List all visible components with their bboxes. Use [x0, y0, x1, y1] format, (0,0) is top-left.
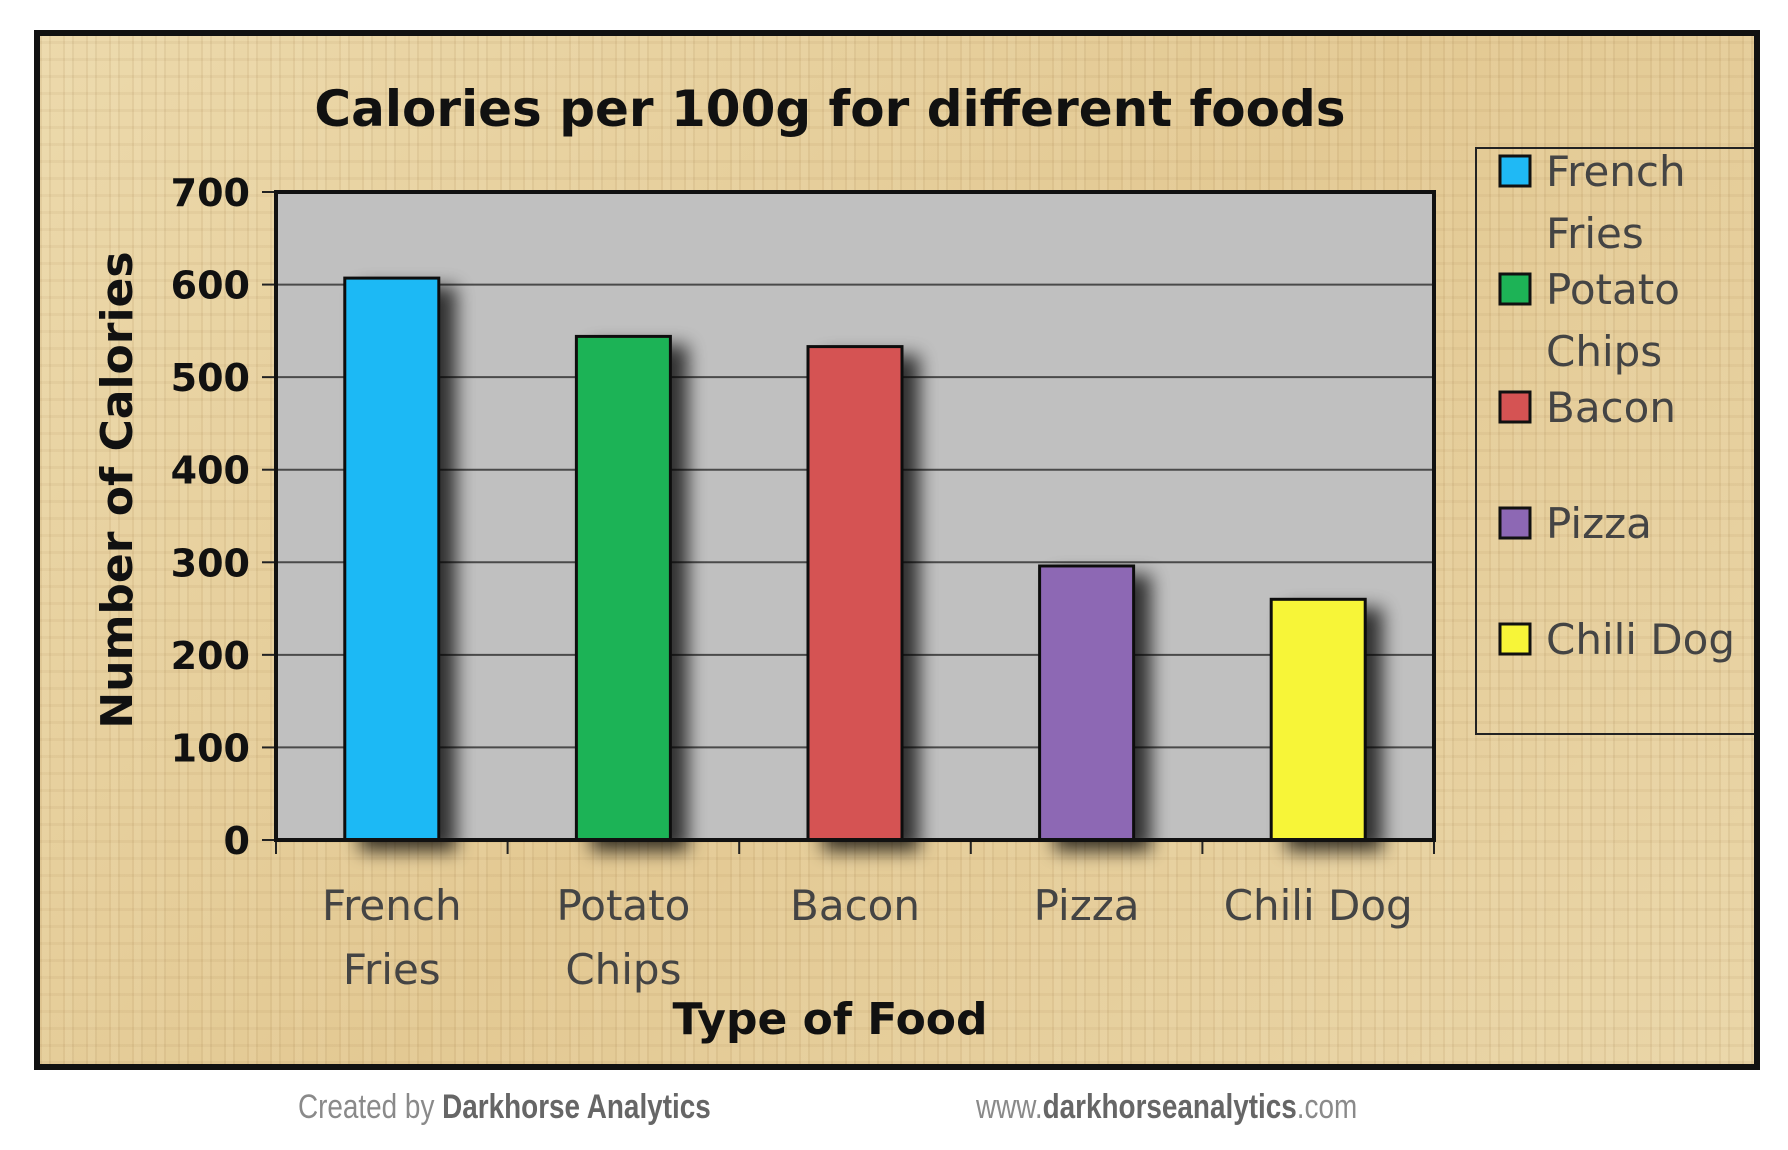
y-tick-label: 600 [171, 264, 250, 308]
chart-frame: Calories per 100g for different foods 0 1… [34, 30, 1760, 1070]
y-axis-title: Number of Calories [92, 251, 143, 728]
bar [1038, 564, 1136, 842]
x-tick-label: French [322, 881, 462, 930]
legend-swatch [1498, 154, 1532, 188]
legend-swatch [1498, 506, 1532, 540]
credit-company-name: Darkhorse Analytics [442, 1088, 711, 1126]
bar-chart: Calories per 100g for different foods 0 1… [92, 80, 1754, 1045]
legend-label: Chili Dog [1546, 615, 1735, 664]
legend-label: Chips [1546, 327, 1662, 376]
legend-label: Fries [1546, 209, 1644, 258]
credit-url-name: darkhorseanalytics [1042, 1088, 1297, 1126]
credit-url-prefix: www. [976, 1088, 1043, 1126]
y-tick-label: 300 [171, 541, 250, 585]
bar [806, 345, 904, 842]
legend: French Fries Potato Chips Bacon Pizza Chili Do… [1475, 147, 1754, 735]
credit-website[interactable]: www.darkhorseanalytics.com [976, 1088, 1357, 1127]
legend-label: French [1546, 147, 1686, 196]
legend-label: Potato [1546, 265, 1680, 314]
y-tick-label: 200 [171, 634, 250, 678]
legend-label: Bacon [1546, 383, 1676, 432]
y-tick-label: 400 [171, 449, 250, 493]
credit-created-by: Created by Darkhorse Analytics [298, 1088, 711, 1127]
legend-swatch [1498, 272, 1532, 306]
x-axis-title: Type of Food [672, 994, 987, 1045]
y-tick-label: 0 [224, 819, 250, 863]
bar [1269, 597, 1367, 842]
plot-border [274, 190, 1436, 842]
legend-swatch [1498, 390, 1532, 424]
legend-box [1475, 147, 1754, 735]
x-tick-label: Fries [343, 945, 441, 994]
y-tick-label: 500 [171, 356, 250, 400]
bar [574, 334, 672, 842]
y-tick-label: 100 [171, 726, 250, 770]
x-tick-label: Chips [565, 945, 681, 994]
credit-created-prefix: Created by [298, 1088, 435, 1126]
bar [343, 276, 441, 842]
legend-swatch [1498, 622, 1532, 656]
chart-title: Calories per 100g for different foods [314, 80, 1345, 138]
plot-area: 0 100 200 300 400 500 600 700 French Fries Potato C… [171, 171, 1436, 994]
x-tick-label: Potato [556, 881, 690, 930]
y-tick-label: 700 [171, 171, 250, 215]
x-tick-label: Chili Dog [1224, 881, 1413, 930]
x-tick-label: Bacon [790, 881, 920, 930]
x-tick-label: Pizza [1034, 881, 1140, 930]
credit-url-suffix: .com [1296, 1088, 1358, 1126]
legend-label: Pizza [1546, 499, 1652, 548]
